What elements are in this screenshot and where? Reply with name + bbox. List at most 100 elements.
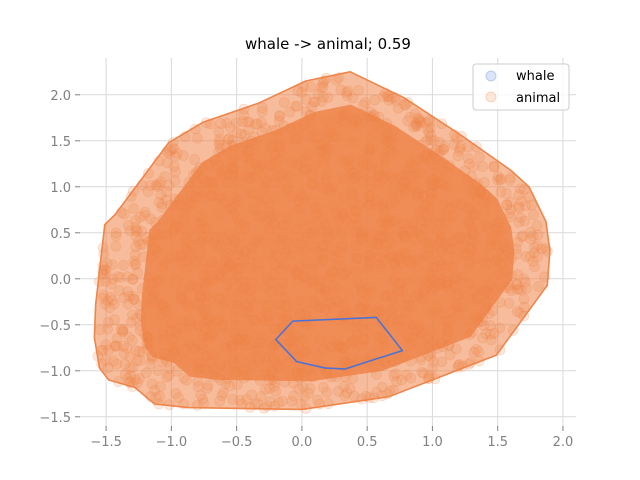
animal-point — [385, 305, 397, 317]
animal-point — [107, 273, 118, 285]
animal-point — [294, 335, 306, 347]
animal-point — [425, 307, 437, 319]
animal-point — [524, 251, 536, 262]
animal-point — [402, 181, 414, 192]
animal-point — [275, 145, 287, 157]
animal-point — [519, 276, 531, 288]
animal-point — [127, 362, 139, 373]
animal-point — [256, 102, 268, 114]
animal-point — [470, 208, 481, 220]
animal-point — [500, 281, 512, 293]
animal-point — [261, 306, 272, 318]
animal-point — [259, 366, 271, 378]
animal-point — [262, 249, 274, 261]
animal-point — [130, 230, 142, 242]
animal-point — [153, 179, 165, 190]
animal-point — [405, 255, 417, 266]
animal-point — [381, 118, 393, 129]
animal-point — [434, 269, 446, 281]
animal-point — [124, 225, 136, 237]
animal-point — [389, 174, 401, 186]
animal-point — [403, 163, 414, 175]
animal-point — [400, 186, 411, 198]
animal-point — [478, 176, 490, 188]
animal-point — [366, 286, 378, 298]
animal-point — [295, 239, 307, 251]
animal-point — [320, 169, 332, 181]
animal-point — [370, 235, 382, 246]
animal-point — [376, 313, 388, 325]
animal-point — [173, 392, 184, 404]
animal-point — [466, 171, 477, 182]
animal-point — [325, 371, 337, 383]
animal-point — [165, 199, 176, 211]
y-axis-ticks: −1.5−1.0−0.50.00.51.01.52.0 — [39, 89, 80, 426]
animal-point — [299, 245, 311, 257]
animal-point — [376, 390, 388, 402]
animal-point — [231, 379, 243, 391]
animal-point — [443, 242, 455, 254]
animal-point — [299, 345, 311, 356]
animal-point — [241, 394, 253, 405]
x-tick-label: 1.0 — [422, 435, 443, 450]
animal-point — [301, 347, 312, 359]
animal-point — [444, 349, 456, 361]
animal-point — [140, 367, 152, 379]
animal-point — [131, 225, 142, 237]
animal-point — [430, 144, 442, 156]
animal-point — [300, 106, 312, 117]
animal-point — [263, 315, 275, 327]
animal-point — [248, 131, 260, 143]
animal-point — [400, 232, 412, 244]
animal-point — [463, 215, 475, 227]
animal-point — [287, 263, 299, 275]
animal-point — [342, 155, 354, 167]
animal-point — [130, 221, 141, 233]
animal-point — [183, 177, 195, 188]
animal-point — [322, 144, 334, 155]
animal-point — [348, 335, 360, 347]
animal-point — [344, 307, 356, 319]
animal-point — [290, 224, 302, 236]
animal-point — [310, 132, 322, 144]
animal-point — [214, 190, 226, 202]
animal-point — [321, 387, 333, 398]
animal-point — [159, 347, 170, 359]
animal-point — [376, 224, 388, 236]
animal-point — [198, 277, 210, 289]
animal-point — [238, 334, 250, 346]
animal-point — [331, 283, 343, 295]
animal-point — [167, 334, 179, 346]
animal-point — [386, 216, 398, 227]
animal-point — [404, 157, 416, 169]
animal-point — [495, 174, 506, 186]
animal-point — [229, 237, 241, 248]
animal-point — [359, 97, 371, 109]
animal-point — [267, 268, 279, 280]
animal-point — [468, 229, 480, 241]
animal-point — [150, 233, 162, 245]
animal-point — [317, 81, 329, 93]
animal-point — [199, 280, 211, 292]
animal-point — [338, 356, 350, 368]
animal-point — [230, 320, 242, 332]
animal-point — [249, 139, 261, 150]
animal-point — [169, 214, 181, 226]
animal-point — [97, 344, 109, 356]
animal-point — [292, 100, 303, 112]
animal-point — [315, 283, 327, 295]
animal-point — [347, 118, 359, 130]
animal-point — [400, 306, 412, 318]
animal-point — [388, 370, 400, 382]
animal-point — [446, 236, 458, 248]
animal-point — [246, 275, 258, 287]
animal-point — [218, 170, 230, 182]
animal-point — [464, 158, 475, 170]
animal-point — [388, 125, 400, 137]
animal-point — [225, 139, 237, 151]
animal-point — [521, 282, 532, 294]
animal-point — [149, 384, 160, 396]
animal-point — [494, 297, 506, 308]
animal-point — [488, 327, 500, 339]
animal-point — [242, 369, 254, 381]
